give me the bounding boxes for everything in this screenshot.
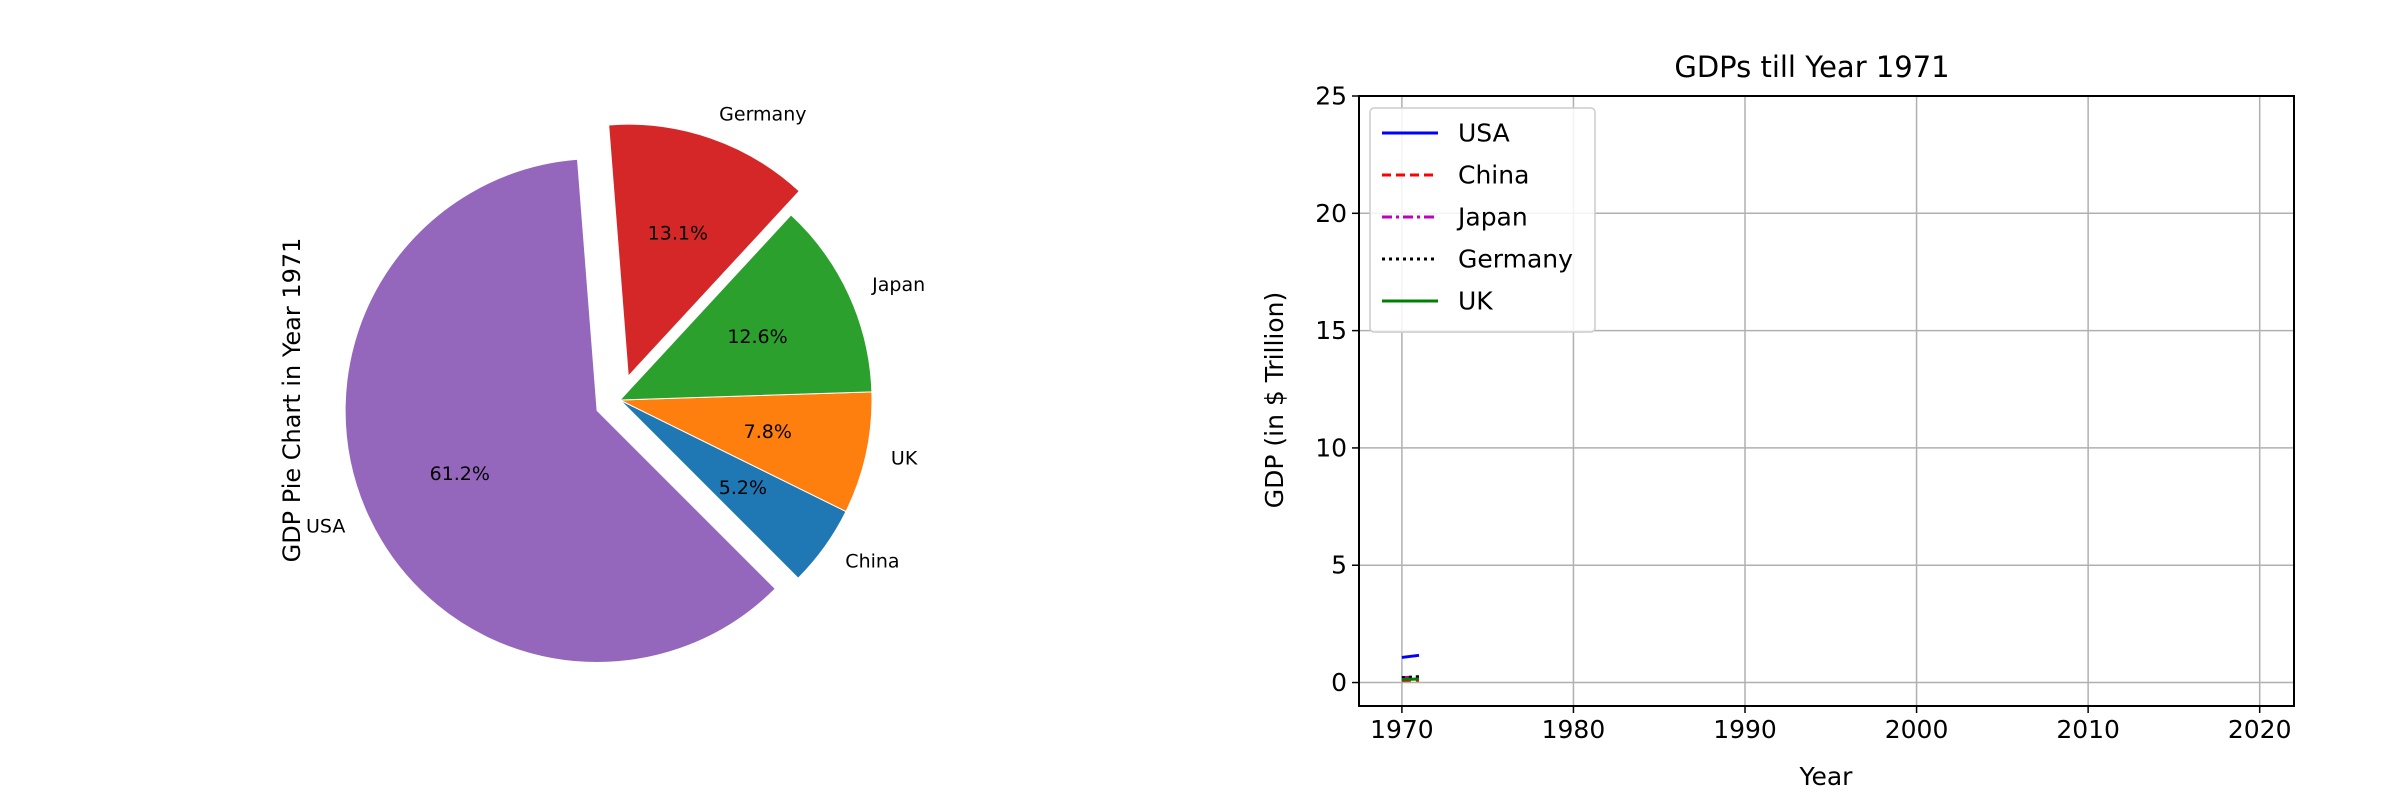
legend-label-china: China	[1458, 161, 1529, 190]
x-tick-label: 2020	[2228, 715, 2292, 744]
y-axis-ticks: 0 5 10 15 20 25	[1315, 82, 1359, 698]
x-tick-label: 1990	[1713, 715, 1777, 744]
pie-slices	[345, 124, 872, 662]
y-axis-label: GDP (in $ Trillion)	[1260, 292, 1289, 509]
x-tick-label: 1970	[1370, 715, 1434, 744]
pie-pct-label-uk: 7.8%	[744, 421, 792, 443]
pie-label-germany: Germany	[719, 103, 806, 125]
y-tick-label: 15	[1315, 316, 1347, 345]
pie-label-japan: Japan	[871, 274, 925, 296]
x-axis-ticks: 1970 1980 1990 2000 2010 2020	[1370, 706, 2291, 744]
series-line-germany	[1402, 677, 1419, 678]
pie-pct-label-usa: 61.2%	[430, 463, 490, 485]
y-tick-label: 25	[1315, 82, 1347, 111]
pie-label-china: China	[845, 550, 899, 572]
pie-pct-label-germany: 13.1%	[648, 222, 708, 244]
y-tick-label: 10	[1315, 433, 1347, 462]
legend-label-usa: USA	[1458, 119, 1510, 148]
y-tick-label: 0	[1331, 668, 1347, 697]
pie-pct-label-china: 5.2%	[719, 477, 767, 499]
y-tick-label: 5	[1331, 551, 1347, 580]
x-tick-label: 1980	[1542, 715, 1606, 744]
x-tick-label: 2010	[2056, 715, 2120, 744]
pie-label-usa: USA	[306, 516, 345, 538]
y-tick-label: 20	[1315, 199, 1347, 228]
legend-label-uk: UK	[1458, 287, 1493, 316]
legend: USA China Japan Germany UK	[1370, 108, 1595, 332]
series-line-usa	[1402, 655, 1419, 657]
legend-label-germany: Germany	[1458, 245, 1573, 274]
x-tick-label: 2000	[1885, 715, 1949, 744]
pie-ylabel: GDP Pie Chart in Year 1971	[278, 238, 306, 563]
pie-pct-label-japan: 12.6%	[727, 326, 787, 348]
legend-label-japan: Japan	[1456, 203, 1528, 232]
x-axis-label: Year	[1799, 762, 1854, 791]
pie-chart: GDP Pie Chart in Year 1971 5.2% China 7.8%…	[278, 103, 925, 662]
line-chart-series	[1402, 655, 1419, 680]
pie-label-uk: UK	[891, 448, 918, 470]
line-chart-title: GDPs till Year 1971	[1674, 50, 1949, 84]
